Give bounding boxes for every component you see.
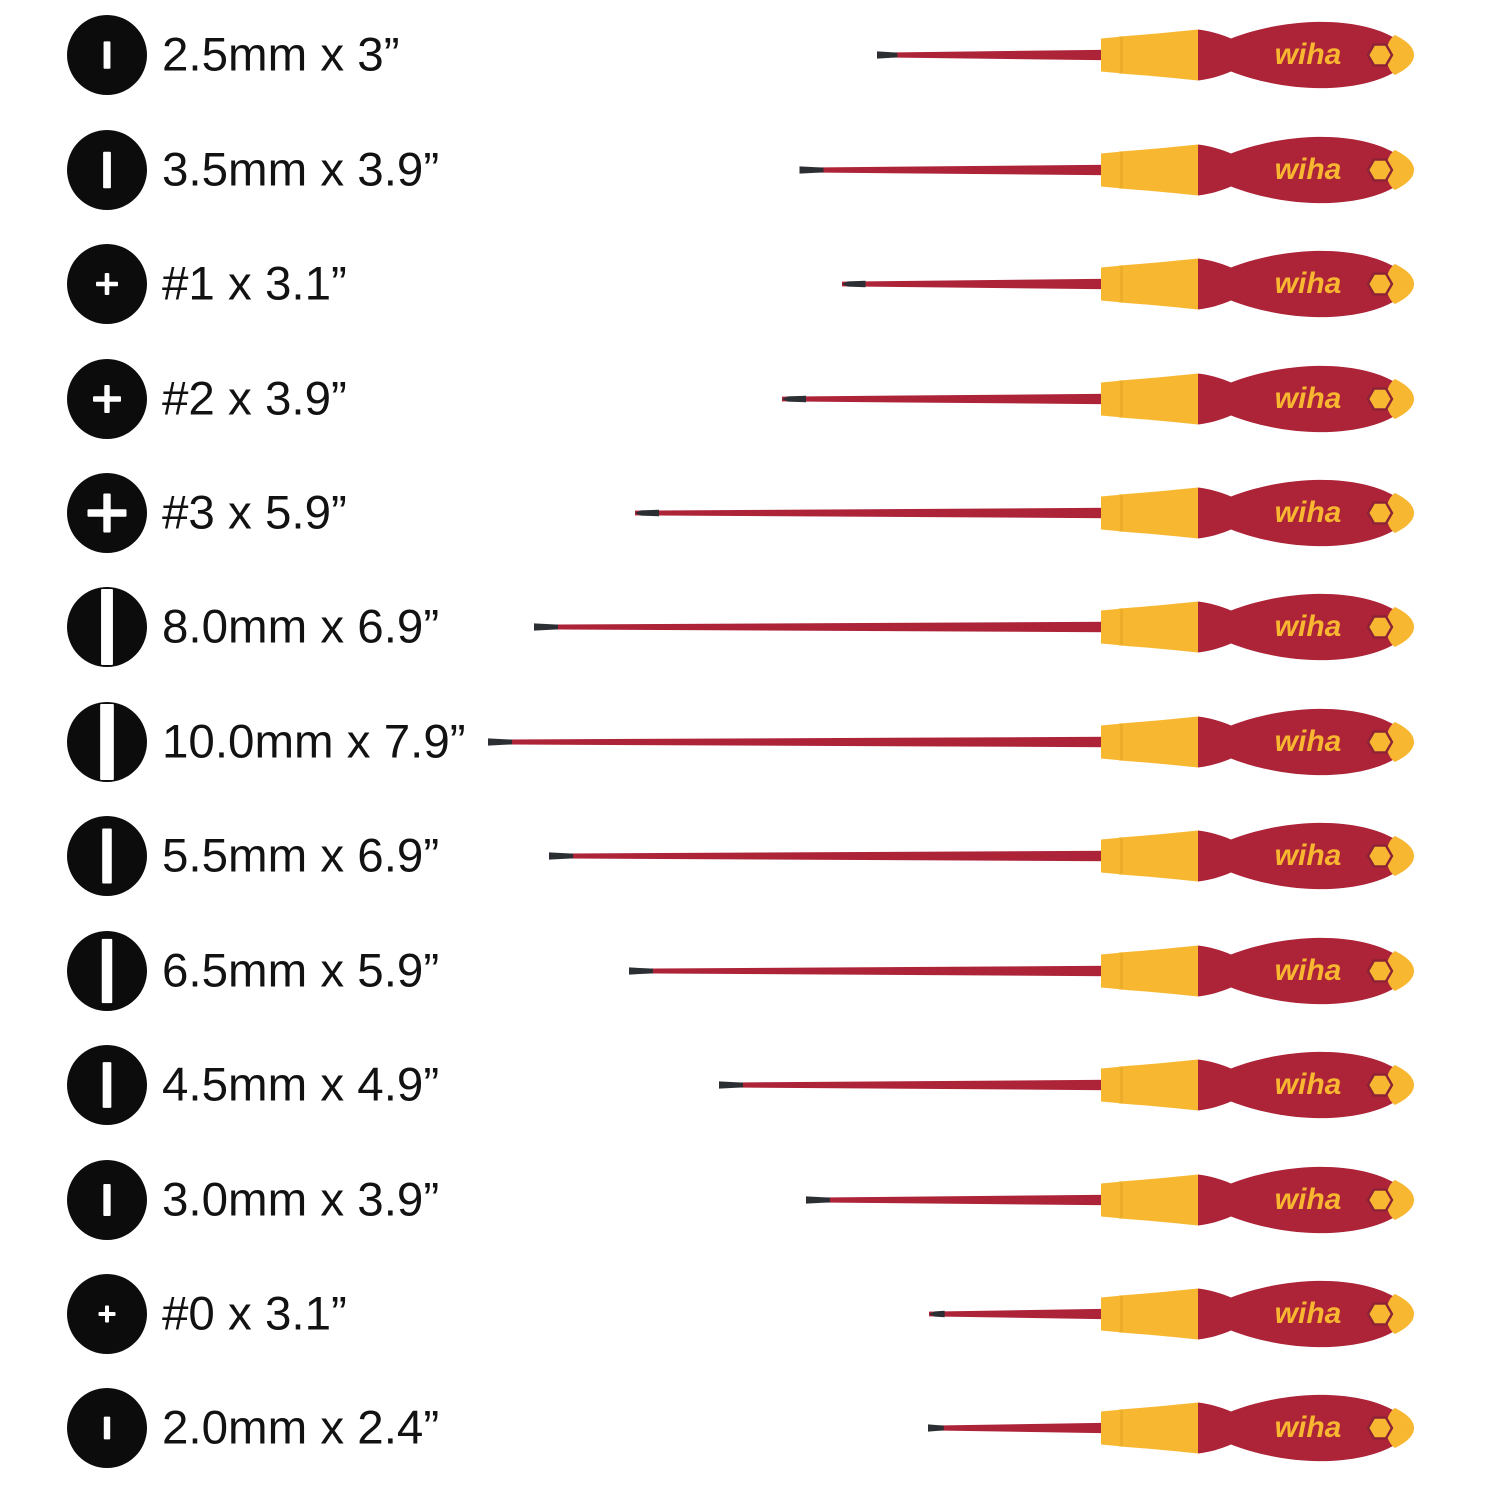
svg-text:wiha: wiha bbox=[1275, 1297, 1342, 1330]
svg-text:wiha: wiha bbox=[1275, 1411, 1342, 1444]
svg-text:wiha: wiha bbox=[1275, 725, 1342, 758]
svg-text:wiha: wiha bbox=[1275, 1068, 1342, 1101]
svg-text:wiha: wiha bbox=[1275, 954, 1342, 987]
svg-text:wiha: wiha bbox=[1275, 382, 1342, 415]
svg-text:wiha: wiha bbox=[1275, 153, 1342, 186]
svg-text:wiha: wiha bbox=[1275, 38, 1342, 71]
svg-text:wiha: wiha bbox=[1275, 1183, 1342, 1216]
svg-text:wiha: wiha bbox=[1275, 839, 1342, 872]
svg-text:wiha: wiha bbox=[1275, 267, 1342, 300]
svg-text:wiha: wiha bbox=[1275, 610, 1342, 643]
svg-text:wiha: wiha bbox=[1275, 496, 1342, 529]
